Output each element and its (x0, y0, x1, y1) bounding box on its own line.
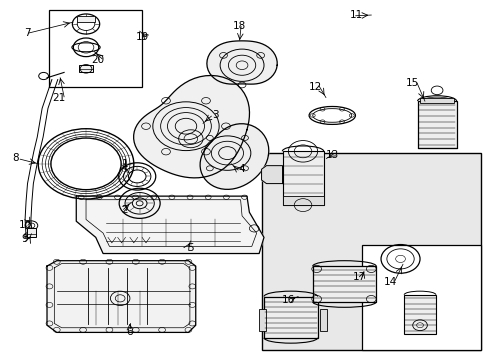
Text: 14: 14 (384, 277, 397, 287)
Bar (361, 244, 480, 350)
Text: 19: 19 (135, 32, 148, 41)
Bar (79, 65, 93, 72)
Bar (282, 196, 324, 205)
Bar (417, 101, 456, 148)
Bar (259, 309, 266, 330)
Bar (320, 309, 327, 330)
Bar (404, 295, 435, 334)
Text: 2: 2 (122, 206, 128, 216)
Polygon shape (200, 124, 268, 189)
Text: 3: 3 (211, 111, 218, 121)
Text: 20: 20 (91, 55, 104, 65)
Bar (261, 153, 480, 350)
Text: 10: 10 (19, 220, 32, 230)
Text: 5: 5 (187, 243, 194, 253)
Text: 8: 8 (12, 153, 19, 163)
Text: 6: 6 (126, 327, 133, 337)
Text: 15: 15 (405, 78, 419, 88)
Bar (26, 228, 36, 237)
Text: 4: 4 (238, 164, 245, 174)
Bar (419, 98, 453, 103)
Bar (77, 16, 95, 22)
Text: 1: 1 (122, 159, 128, 169)
Bar (312, 266, 375, 302)
Text: 7: 7 (24, 28, 31, 38)
Polygon shape (76, 196, 264, 253)
Text: 21: 21 (53, 93, 66, 103)
Text: 9: 9 (22, 234, 28, 244)
Bar (49, 10, 142, 87)
Polygon shape (206, 41, 277, 84)
Text: 11: 11 (349, 10, 363, 20)
Text: 18: 18 (232, 21, 246, 31)
Text: 12: 12 (308, 82, 321, 92)
Polygon shape (261, 166, 282, 184)
Polygon shape (133, 76, 249, 178)
Text: 16: 16 (281, 295, 294, 305)
Polygon shape (47, 261, 195, 332)
Bar (264, 297, 317, 338)
Text: 13: 13 (325, 150, 338, 160)
Text: 17: 17 (352, 272, 365, 282)
Bar (282, 151, 324, 205)
